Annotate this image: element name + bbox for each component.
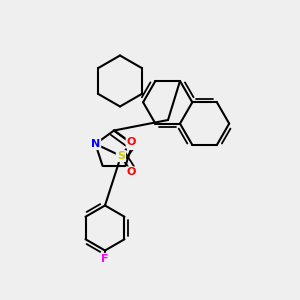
Text: N: N (91, 139, 100, 149)
Text: O: O (127, 167, 136, 178)
Text: N: N (128, 139, 137, 149)
Text: F: F (101, 254, 109, 264)
Text: S: S (117, 151, 125, 161)
Text: O: O (127, 137, 136, 148)
